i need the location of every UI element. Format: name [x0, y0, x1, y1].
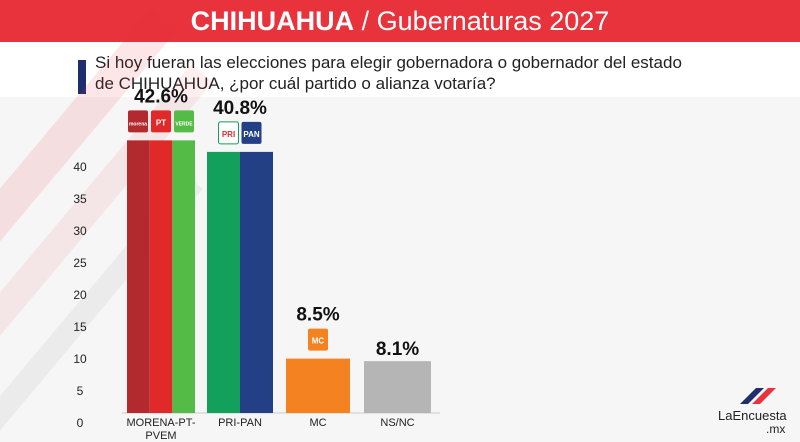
morena-logo-text: morena — [129, 121, 147, 127]
category-label: PRI-PAN — [218, 417, 262, 429]
bar-segment — [149, 140, 173, 414]
y-tick-label: 25 — [73, 256, 87, 270]
pan-logo-text: PAN — [243, 130, 260, 139]
category-label: PVEM — [145, 430, 176, 442]
category-label: MC — [309, 417, 326, 429]
y-tick-label: 40 — [73, 160, 87, 174]
title-subtitle: / Gubernaturas 2027 — [354, 6, 610, 36]
data-label: 8.1% — [376, 339, 419, 360]
pan-logo-icon — [241, 121, 262, 144]
category-label: NS/NC — [380, 417, 414, 429]
bar-segment — [172, 140, 195, 414]
pt-logo-text: PT — [156, 118, 166, 127]
data-label: 40.8% — [213, 98, 267, 119]
y-tick-label: 10 — [73, 352, 87, 366]
verde-logo-text: VERDE — [175, 121, 193, 127]
category-label: MORENA-PT- — [126, 417, 195, 429]
brand-suffix: .mx — [766, 422, 786, 436]
pri-logo-text: PRI — [222, 130, 235, 139]
bar-segment — [127, 140, 150, 414]
y-tick-label: 5 — [77, 384, 84, 398]
bar-segment — [286, 358, 350, 413]
verde-logo-icon — [174, 110, 194, 133]
bar-segment — [364, 361, 431, 413]
mc-logo-text: MC — [312, 337, 325, 346]
title-state: CHIHUAHUA — [190, 6, 355, 36]
y-tick-label: 35 — [73, 192, 87, 206]
question-marker — [78, 60, 86, 94]
morena-logo-icon — [128, 110, 148, 133]
pri-logo-icon — [218, 121, 239, 145]
y-tick-label: 30 — [73, 224, 87, 238]
brand-icon — [740, 388, 776, 404]
header-bar — [0, 0, 800, 42]
question-text: Si hoy fueran las elecciones para elegir… — [95, 53, 682, 93]
brand-name: LaEncuesta — [718, 408, 787, 423]
data-label: 42.6% — [134, 86, 188, 107]
data-label: 8.5% — [296, 305, 339, 326]
brand-logo: LaEncuesta .mx — [718, 382, 794, 440]
pt-logo-icon — [151, 110, 171, 133]
y-tick-label: 0 — [77, 416, 84, 430]
bar-segment — [207, 151, 240, 413]
mc-logo-icon — [308, 328, 328, 351]
y-tick-label: 15 — [73, 320, 87, 334]
y-tick-label: 20 — [73, 288, 87, 302]
bar-segment — [240, 151, 273, 413]
page-title: CHIHUAHUA / Gubernaturas 2027 — [0, 0, 800, 42]
